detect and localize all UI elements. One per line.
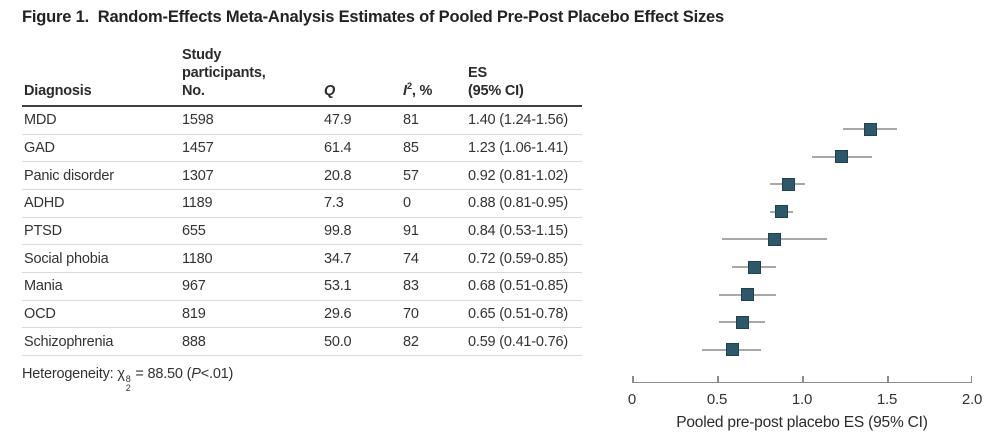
x-tick-label: 2.0 [961, 391, 983, 408]
cell-es: 0.88 (0.81-0.95) [466, 189, 582, 218]
x-axis-line [632, 382, 972, 383]
x-tick-label: 0 [627, 391, 637, 408]
cell-participants: 819 [180, 300, 322, 329]
cell-diagnosis: OCD [22, 300, 180, 329]
table-row: PTSD 655 99.8 91 0.84 (0.53-1.15) [22, 217, 582, 246]
x-tick-label: 1.0 [791, 391, 813, 408]
x-tick [887, 376, 889, 382]
chi-symbol: χ [117, 366, 125, 382]
es-marker [768, 232, 782, 246]
column-header-diagnosis: Diagnosis [22, 46, 180, 108]
cell-q: 47.9 [322, 106, 401, 135]
cell-i2: 82 [401, 327, 466, 357]
cell-i2: 91 [401, 217, 466, 246]
es-marker [775, 205, 789, 219]
es-marker [741, 288, 755, 302]
cell-diagnosis: Mania [22, 272, 180, 301]
cell-participants: 1180 [180, 244, 322, 273]
cell-participants: 1457 [180, 134, 322, 163]
cell-participants: 1598 [180, 106, 322, 135]
x-tick [970, 376, 972, 382]
table-row: Panic disorder 1307 20.8 57 0.92 (0.81-1… [22, 161, 582, 190]
x-axis-title: Pooled pre-post placebo ES (95% CI) [676, 414, 928, 431]
cell-i2: 85 [401, 134, 466, 163]
cell-diagnosis: GAD [22, 134, 180, 163]
cell-es: 0.92 (0.81-1.02) [466, 161, 582, 190]
cell-participants: 1189 [180, 189, 322, 218]
forest-plot-area: Pooled pre-post placebo ES (95% CI) 0 0.5… [628, 112, 982, 448]
es-marker [781, 177, 795, 191]
cell-es: 0.72 (0.59-0.85) [466, 244, 582, 273]
diagnosis-table: Diagnosis Study participants, No. Q I2, … [22, 46, 582, 357]
table-row: MDD 1598 47.9 81 1.40 (1.24-1.56) [22, 106, 582, 135]
x-tick [632, 376, 634, 382]
cell-i2: 83 [401, 272, 466, 301]
es-marker [725, 343, 739, 357]
cell-q: 34.7 [322, 244, 401, 273]
table-row: Schizophrenia 888 50.0 82 0.59 (0.41-0.7… [22, 327, 582, 357]
cell-i2: 70 [401, 300, 466, 329]
figure-title: Figure 1. Random-Effects Meta-Analysis E… [22, 8, 724, 26]
x-tick [802, 376, 804, 382]
column-header-q: Q [322, 46, 401, 108]
cell-diagnosis: PTSD [22, 217, 180, 246]
es-marker [834, 150, 848, 164]
cell-es: 1.23 (1.06-1.41) [466, 134, 582, 163]
column-header-participants: Study participants, No. [180, 46, 322, 108]
cell-diagnosis: Panic disorder [22, 161, 180, 190]
cell-q: 7.3 [322, 189, 401, 218]
cell-q: 53.1 [322, 272, 401, 301]
es-marker [747, 260, 761, 274]
cell-i2: 57 [401, 161, 466, 190]
table-row: Mania 967 53.1 83 0.68 (0.51-0.85) [22, 272, 582, 301]
cell-participants: 655 [180, 217, 322, 246]
cell-q: 61.4 [322, 134, 401, 163]
table-header-row: Diagnosis Study participants, No. Q I2, … [22, 46, 582, 108]
cell-diagnosis: Social phobia [22, 244, 180, 273]
es-marker [863, 122, 877, 136]
table-row: ADHD 1189 7.3 0 0.88 (0.81-0.95) [22, 189, 582, 218]
cell-es: 1.40 (1.24-1.56) [466, 106, 582, 135]
cell-q: 99.8 [322, 217, 401, 246]
cell-participants: 1307 [180, 161, 322, 190]
cell-diagnosis: MDD [22, 106, 180, 135]
x-tick-label: 0.5 [706, 391, 728, 408]
cell-participants: 967 [180, 272, 322, 301]
cell-diagnosis: ADHD [22, 189, 180, 218]
cell-q: 50.0 [322, 327, 401, 357]
cell-es: 0.65 (0.51-0.78) [466, 300, 582, 329]
column-header-es: ES (95% CI) [466, 46, 582, 108]
cell-es: 0.84 (0.53-1.15) [466, 217, 582, 246]
cell-diagnosis: Schizophrenia [22, 327, 180, 357]
table-row: OCD 819 29.6 70 0.65 (0.51-0.78) [22, 300, 582, 329]
cell-q: 29.6 [322, 300, 401, 329]
table-row: Social phobia 1180 34.7 74 0.72 (0.59-0.… [22, 244, 582, 273]
cell-q: 20.8 [322, 161, 401, 190]
column-header-i2: I2, % [401, 46, 466, 108]
table-row: GAD 1457 61.4 85 1.23 (1.06-1.41) [22, 134, 582, 163]
x-tick [717, 376, 719, 382]
es-marker [736, 315, 749, 329]
cell-es: 0.68 (0.51-0.85) [466, 272, 582, 301]
cell-es: 0.59 (0.41-0.76) [466, 327, 582, 357]
cell-i2: 0 [401, 189, 466, 218]
cell-participants: 888 [180, 327, 322, 357]
cell-i2: 74 [401, 244, 466, 273]
x-tick-label: 1.5 [876, 391, 898, 408]
cell-i2: 81 [401, 106, 466, 135]
